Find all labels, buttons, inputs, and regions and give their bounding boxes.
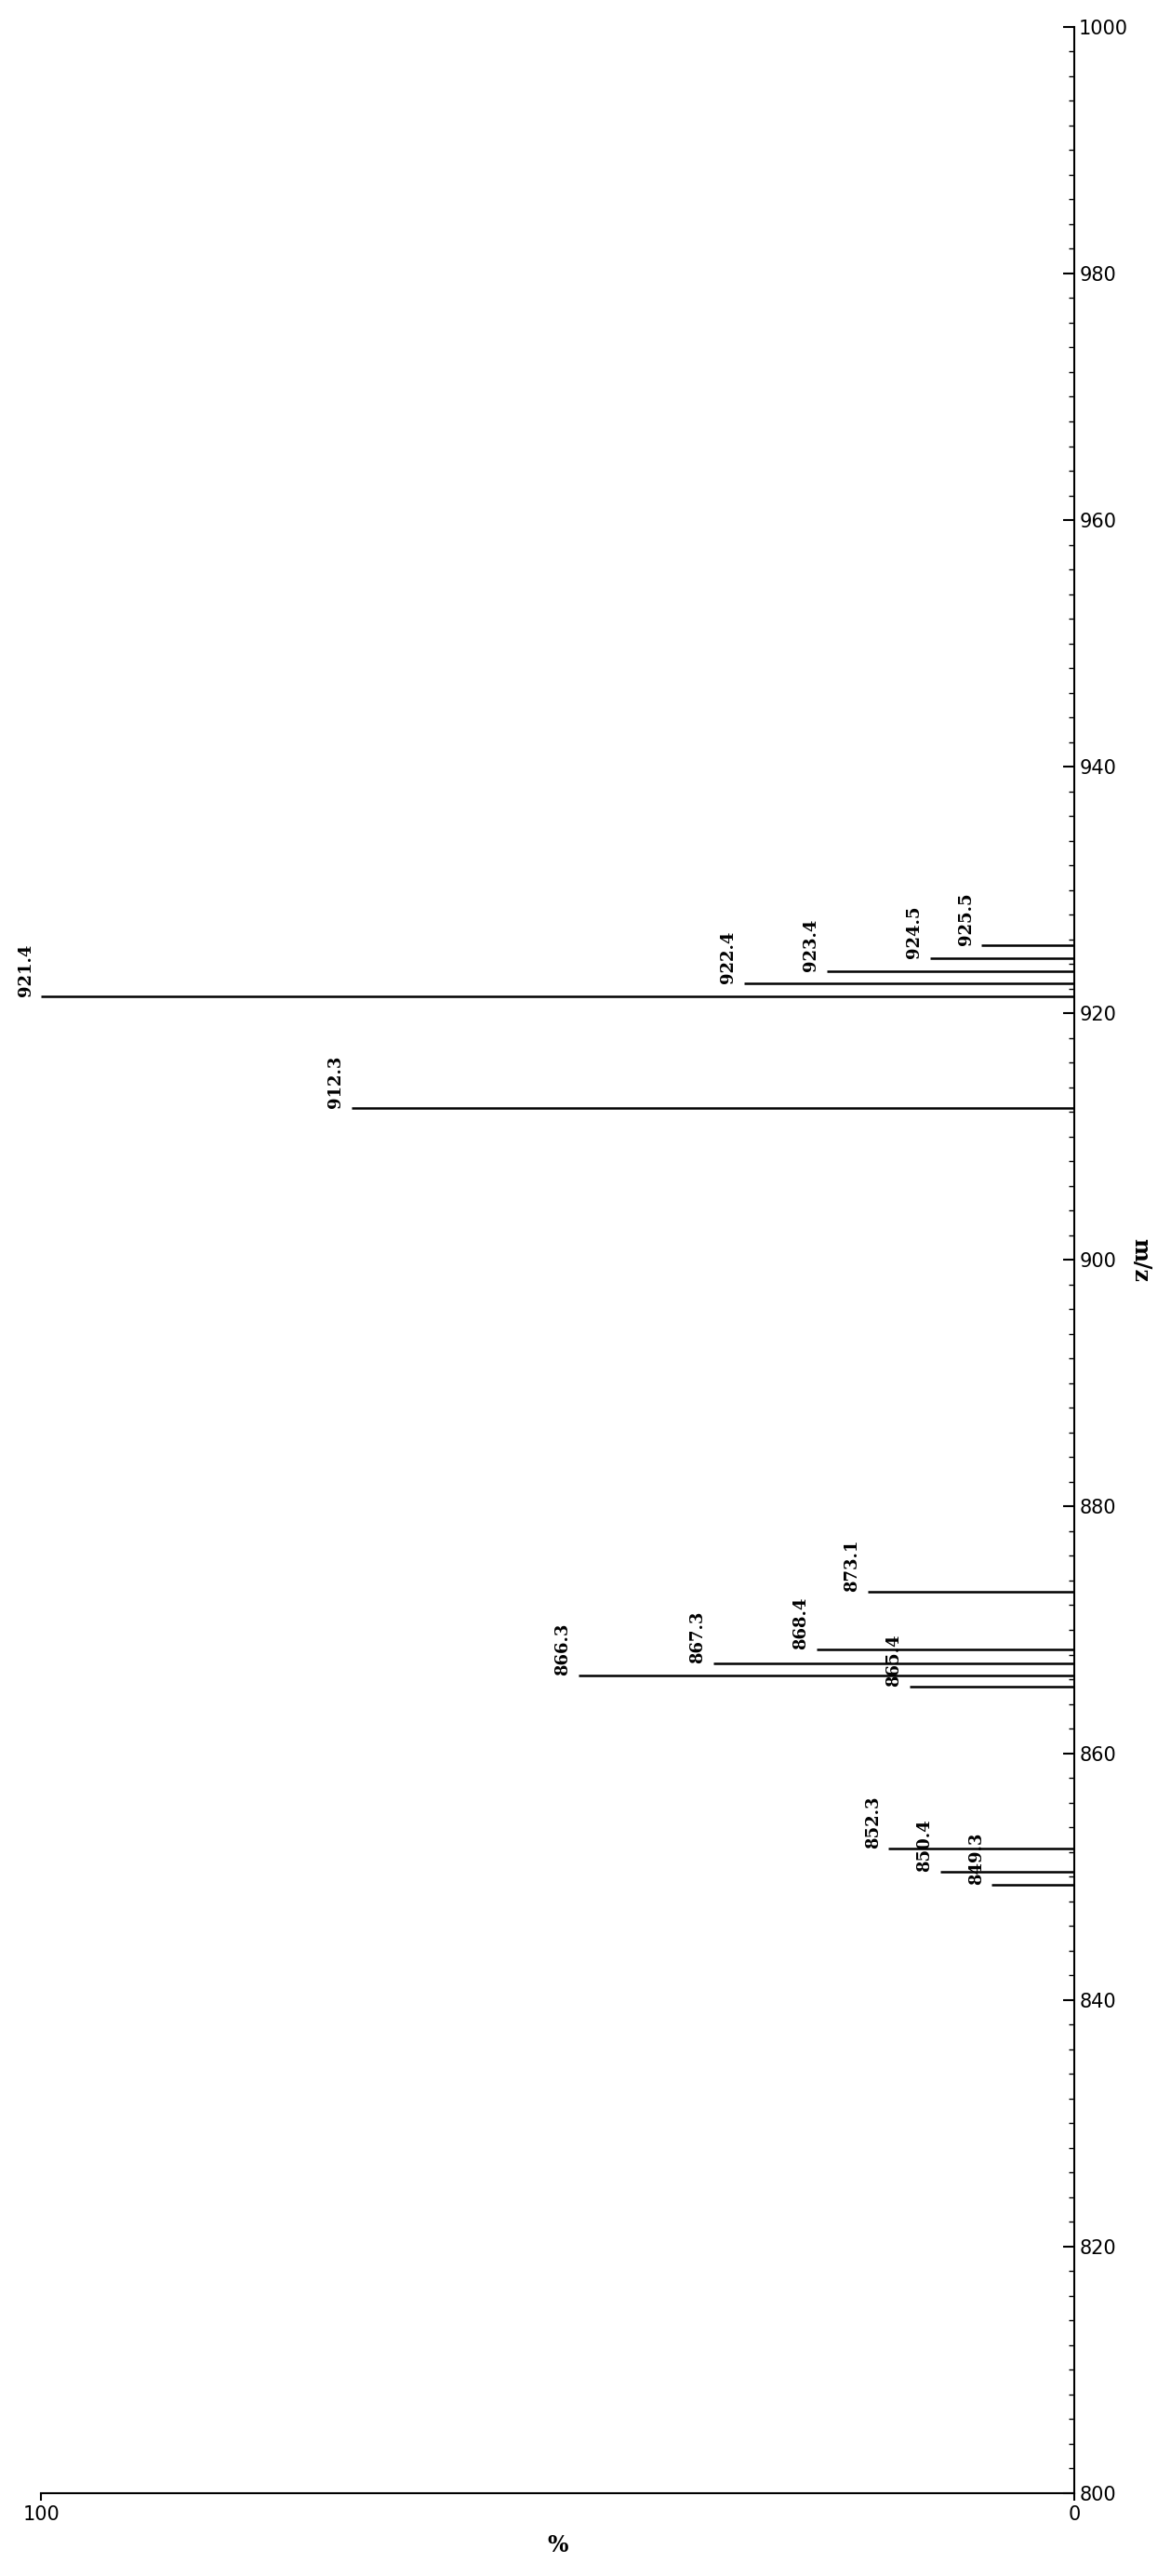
Text: 924.5: 924.5 xyxy=(906,904,923,958)
Text: 923.4: 923.4 xyxy=(802,920,820,971)
Text: 912.3: 912.3 xyxy=(328,1056,344,1108)
Text: 868.4: 868.4 xyxy=(793,1597,809,1649)
Text: 922.4: 922.4 xyxy=(720,933,737,984)
Text: 921.4: 921.4 xyxy=(18,943,34,997)
Text: 867.3: 867.3 xyxy=(689,1610,706,1664)
Y-axis label: m/z: m/z xyxy=(1129,1239,1151,1283)
Text: 866.3: 866.3 xyxy=(555,1623,571,1674)
Text: 850.4: 850.4 xyxy=(917,1819,933,1873)
Text: 852.3: 852.3 xyxy=(864,1795,882,1847)
Text: 865.4: 865.4 xyxy=(885,1633,902,1687)
Text: 873.1: 873.1 xyxy=(844,1540,861,1592)
Text: 849.3: 849.3 xyxy=(968,1832,985,1886)
X-axis label: %: % xyxy=(548,2535,568,2555)
Text: 925.5: 925.5 xyxy=(958,894,974,945)
